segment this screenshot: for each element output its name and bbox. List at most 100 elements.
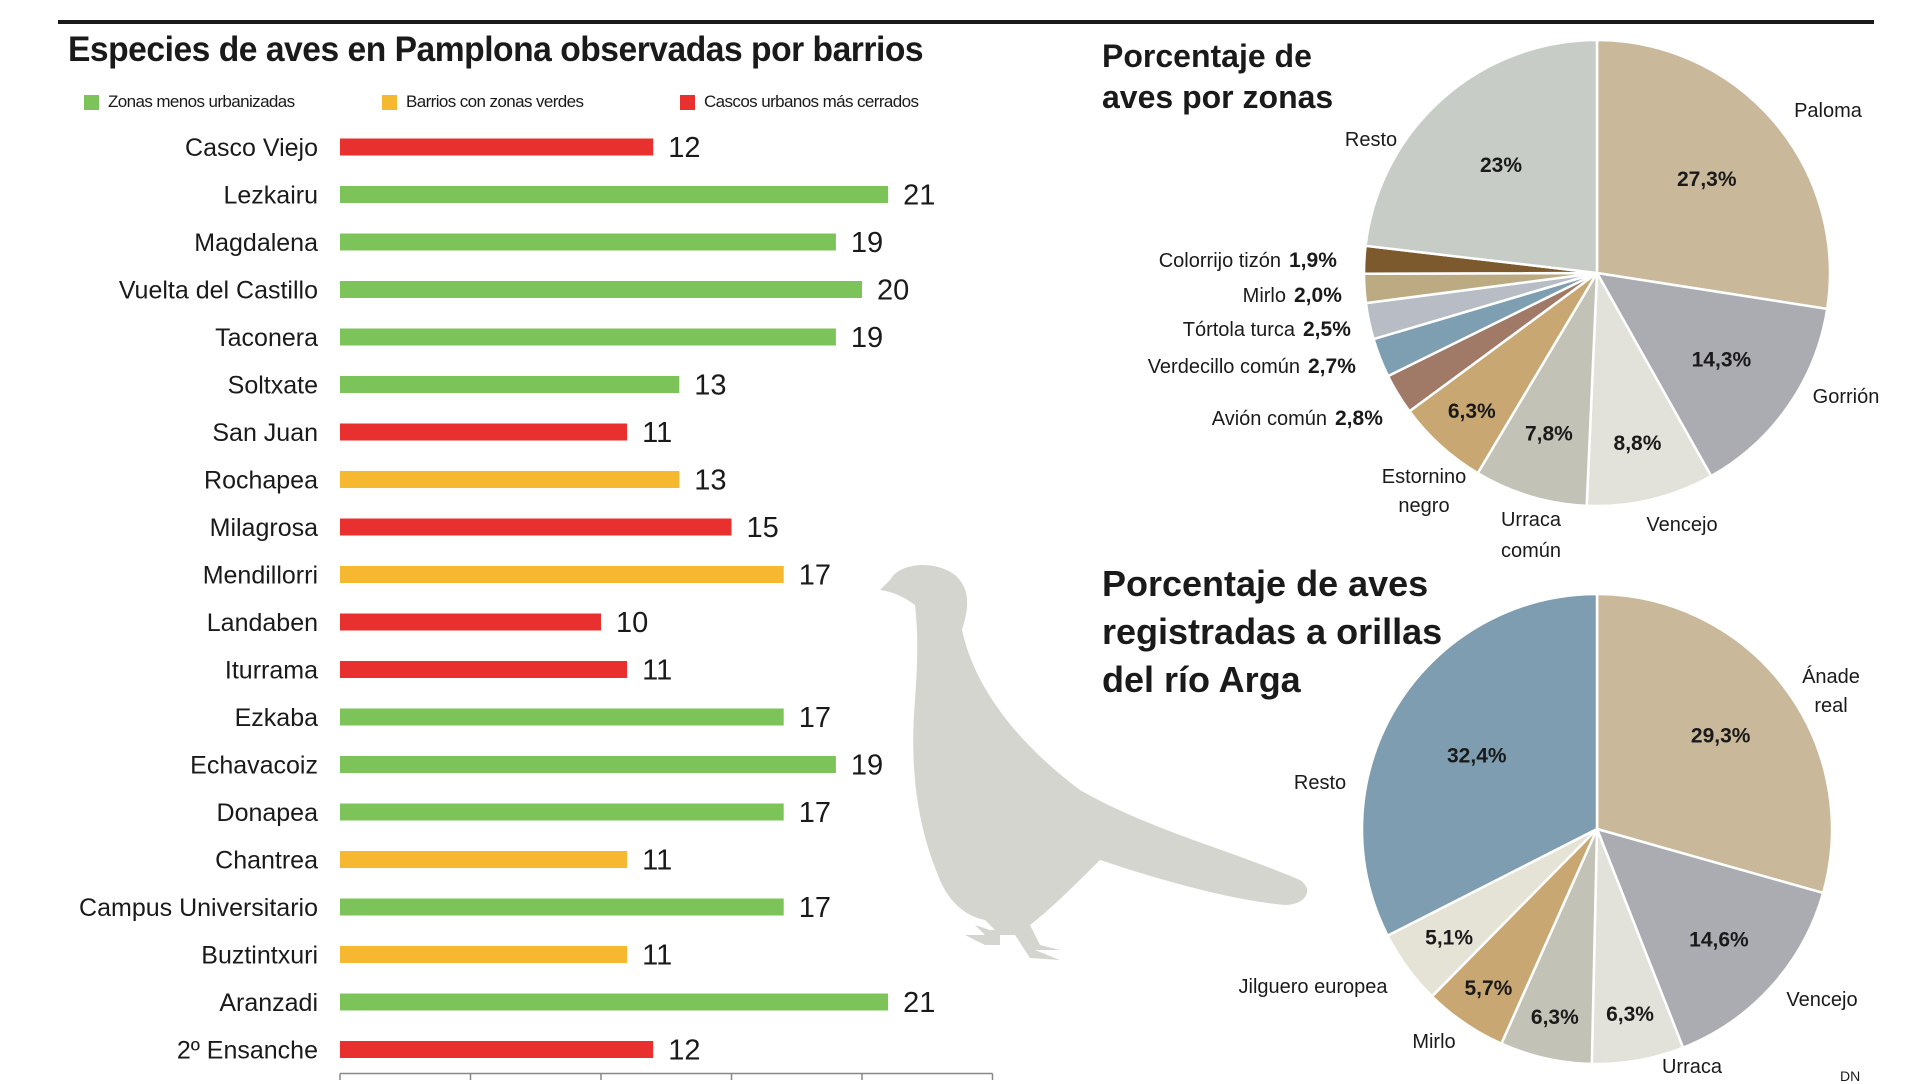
bar-2 [340,233,836,251]
category-label: Chantrea [215,847,318,875]
category-label: Rochapea [204,467,318,495]
bar-14 [340,803,784,821]
value-label: 11 [642,940,672,972]
value-label: 17 [799,702,831,734]
bar-4 [340,328,836,346]
value-label: 19 [851,750,883,782]
bar-chart-title: Especies de aves en Pamplona observadas … [68,30,924,69]
bar-16 [340,898,784,916]
pie-zonas-name: Estornino [1382,466,1467,488]
bar-1 [340,186,889,203]
value-label: 21 [903,987,935,1019]
bar-11 [340,661,628,678]
pie-zonas-value: 2,5% [1303,318,1351,341]
pie-zonas-title: Porcentaje de aves por zonas [1102,38,1334,115]
pie-zonas-value: 14,3% [1692,348,1752,371]
pie-arga-title: Porcentaje de aves registradas a orillas… [1102,563,1443,700]
pie-zonas-value: 27,3% [1677,168,1737,191]
pie-zonas-value: 1,9% [1289,249,1337,272]
pie-zonas-slice-0 [1595,38,1832,311]
category-label: Aranzadi [219,989,318,1017]
pie-arga-value: 5,7% [1464,977,1512,1000]
category-label: Campus Universitario [79,894,318,922]
category-label: Milagrosa [210,514,318,542]
pie-zonas-name: común [1501,540,1561,562]
bar-0 [340,138,654,156]
bar-19 [340,1041,654,1058]
pie-zonas-slice-3 [1476,272,1599,508]
pie-zonas-name: Avión común [1212,408,1327,430]
value-label: 11 [642,655,672,687]
category-label: Lezkairu [224,182,319,210]
value-label: 17 [799,892,831,924]
pie-zonas-name: negro [1398,495,1449,517]
legend-swatch [382,94,397,110]
pie-arga-name: real [1814,695,1847,717]
legend-swatch [84,94,99,110]
category-label: San Juan [212,419,318,447]
value-label: 12 [668,1035,700,1067]
value-label: 21 [903,180,935,212]
pie-zonas-value: 23% [1480,154,1522,177]
pie-zonas-value: 7,8% [1525,423,1573,446]
pie-arga-slice-6 [1360,592,1599,938]
pie-arga-name: Ánade [1802,665,1860,688]
legend-label: Barrios con zonas verdes [406,92,584,111]
pie-arga-slice-0 [1595,592,1834,895]
pie-arga-value: 29,3% [1691,724,1751,747]
pie-zonas-name: Paloma [1794,100,1863,122]
category-label: Donapea [217,799,319,827]
pie-arga-value: 6,3% [1531,1006,1579,1029]
value-label: 12 [668,132,700,164]
bar-8 [340,518,732,536]
pie-zonas-name: Tórtola turca [1183,319,1296,341]
pie-zonas-name: Urraca [1501,509,1562,531]
category-label: Landaben [207,609,318,637]
top-rule [58,20,1874,24]
credit: DN [1840,1068,1861,1084]
legend-label: Cascos urbanos más cerrados [704,92,919,111]
category-label: Magdalena [194,229,318,257]
value-label: 10 [616,607,648,639]
value-label: 13 [694,465,726,497]
pie-arga-name: Mirlo [1412,1031,1455,1053]
pie-zonas-value: 6,3% [1448,400,1496,423]
pie-zonas-value: 2,0% [1294,284,1342,307]
bar-9 [340,566,784,583]
category-label: Vuelta del Castillo [119,277,318,305]
bar-6 [340,423,628,441]
value-label: 11 [642,845,672,877]
pie-arga-value: 14,6% [1689,928,1749,951]
pie-zonas-value: 2,8% [1335,407,1383,430]
category-label: 2º Ensanche [177,1037,318,1065]
bar-3 [340,281,862,298]
bar-5 [340,376,680,393]
pie-zonas-value: 8,8% [1614,432,1662,455]
bar-15 [340,851,628,868]
value-label: 11 [642,417,672,449]
bar-10 [340,613,601,631]
value-label: 19 [851,322,883,354]
value-label: 17 [799,797,831,829]
pie-arga-name: Resto [1294,772,1346,794]
pie-zonas-name: Colorrijo tizón [1159,250,1281,272]
bar-12 [340,708,784,726]
value-label: 15 [747,512,779,544]
pie-zonas-slice-1 [1594,271,1829,478]
bar-18 [340,993,889,1011]
value-label: 20 [877,275,909,307]
category-label: Taconera [215,324,318,352]
value-label: 13 [694,370,726,402]
pie-arga-name: Urraca [1662,1056,1723,1078]
pie-arga-name: Jilguero europea [1239,976,1389,998]
bar-7 [340,471,680,488]
pie-zonas-name: Vencejo [1646,514,1717,536]
pie-arga-slice-1 [1594,827,1825,1050]
category-label: Iturrama [225,657,318,685]
legend-item-cascos: Cascos urbanos más cerrados [680,92,919,112]
pie-zonas-name: Resto [1345,129,1397,151]
value-label: 17 [799,560,831,592]
pie-zonas-name: Gorrión [1813,386,1880,408]
